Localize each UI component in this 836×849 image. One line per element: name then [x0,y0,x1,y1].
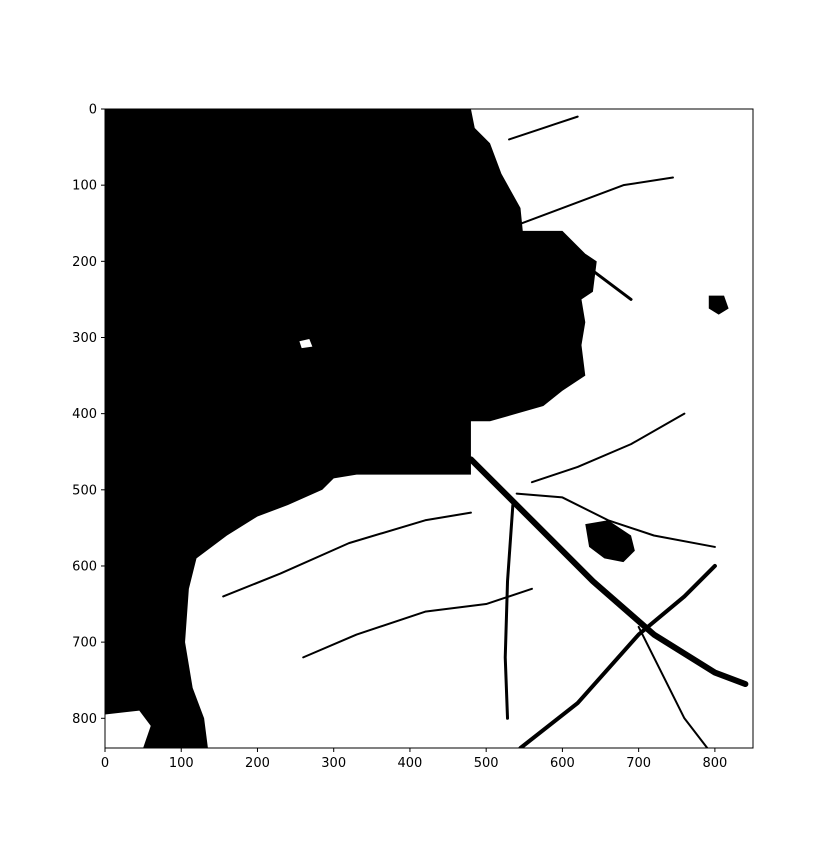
y-axis: 0 100 200 300 400 500 600 700 800 [72,103,105,727]
axes-frame [104,108,754,749]
image-regions [105,109,729,748]
crack-upper-2 [568,252,633,301]
crack-mid-1 [530,412,686,484]
y-tick-label: 200 [72,255,97,270]
y-tick-label: 800 [72,712,97,727]
x-tick-label: 600 [550,756,575,771]
crack-diagonal-lower [518,563,717,748]
x-tick-label: 700 [626,756,651,771]
y-tick-label: 0 [89,103,97,118]
image-plot-area [105,109,753,748]
image-lines [222,115,749,748]
crack-diagonal-main [467,456,749,688]
crack-vertical [503,503,515,720]
dark-patch-upper-right [708,295,729,315]
y-tick-label: 600 [72,559,97,574]
crack-lower-right [637,625,709,748]
x-axis: 0 100 200 300 400 500 600 700 800 [101,748,727,771]
x-tick-label: 400 [398,756,423,771]
x-tick-label: 500 [474,756,499,771]
y-tick-label: 400 [72,407,97,422]
bright-spot [299,339,313,349]
crack-left-1 [222,511,472,598]
crack-mid-2 [515,492,716,548]
y-tick-label: 300 [72,331,97,346]
y-tick-label: 100 [72,179,97,194]
y-tick-label: 500 [72,483,97,498]
dark-patch-mid-right [585,520,635,563]
crack-upper-1 [500,176,674,232]
large-dark-region [105,109,597,748]
crack-left-2 [302,587,533,659]
bright-patch-lower-left [105,710,151,748]
x-tick-label: 100 [169,756,194,771]
y-tick-label: 700 [72,636,97,651]
crack-upper-3 [508,115,579,141]
x-tick-label: 0 [101,756,109,771]
x-tick-label: 800 [702,756,727,771]
x-tick-label: 200 [245,756,270,771]
x-tick-label: 300 [321,756,346,771]
